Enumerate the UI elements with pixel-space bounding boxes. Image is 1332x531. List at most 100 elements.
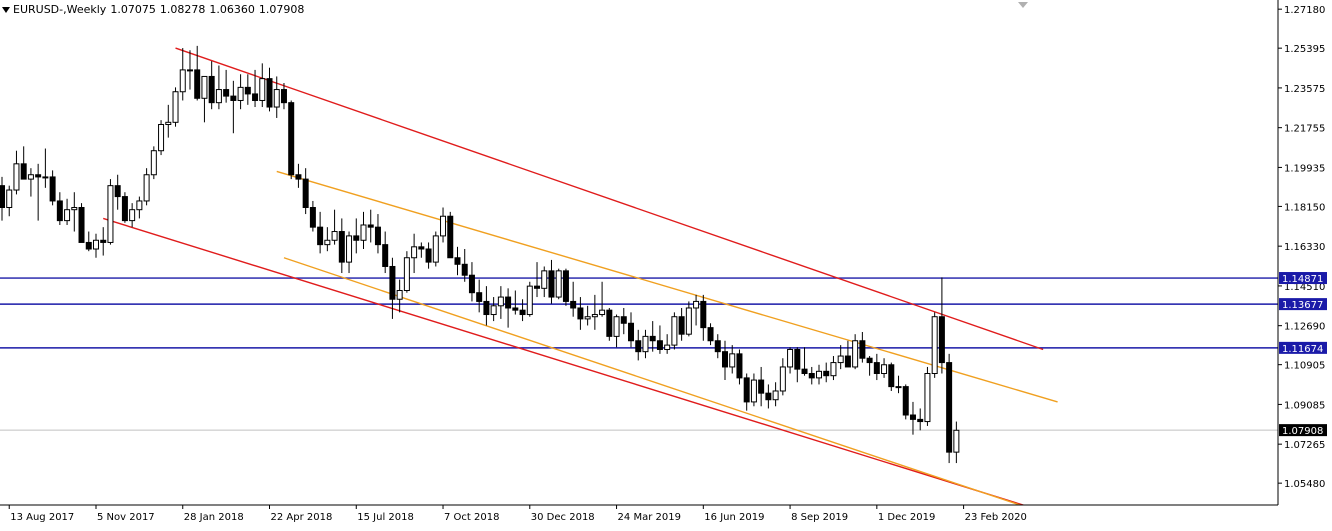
candle-body xyxy=(700,300,707,329)
candle xyxy=(577,297,584,330)
candle xyxy=(606,307,613,341)
candle-body xyxy=(382,244,389,267)
candle xyxy=(873,353,880,381)
candle-body xyxy=(6,189,13,209)
candle xyxy=(902,384,909,420)
candle xyxy=(273,76,280,118)
candle xyxy=(570,281,577,317)
candle-body xyxy=(577,307,584,320)
candle-body xyxy=(685,307,692,335)
candle-body xyxy=(367,224,374,228)
candle xyxy=(505,288,512,328)
candle xyxy=(338,218,345,274)
candle-body xyxy=(678,316,685,335)
time-tick-label: 28 Jan 2018 xyxy=(184,512,244,523)
time-tick-label: 16 Jun 2019 xyxy=(704,512,764,523)
candle xyxy=(440,207,447,243)
candle xyxy=(801,347,808,376)
candle xyxy=(678,307,685,341)
candle-body xyxy=(830,362,837,377)
ohlc-high: 1.08278 xyxy=(159,3,206,16)
candle xyxy=(794,347,801,383)
candle-body xyxy=(237,86,244,101)
symbol-label: EURUSD-,Weekly xyxy=(13,3,107,16)
candle-body xyxy=(758,379,765,394)
candle-body xyxy=(743,377,750,403)
candle xyxy=(92,233,99,258)
candle xyxy=(389,257,396,319)
candle xyxy=(693,294,700,326)
candle-body xyxy=(244,86,251,95)
level-tag-3-bg xyxy=(1279,341,1327,354)
candle xyxy=(599,281,606,317)
candle xyxy=(100,227,107,256)
candle xyxy=(642,329,649,359)
candle xyxy=(129,203,136,228)
candle xyxy=(787,347,794,374)
candle-body xyxy=(331,231,338,241)
dropdown-triangle-icon[interactable] xyxy=(2,7,10,13)
candle xyxy=(331,209,338,245)
candle-body xyxy=(779,366,786,392)
candle-body xyxy=(881,364,888,375)
candle-body xyxy=(599,309,606,316)
candle-body xyxy=(129,209,136,222)
level-tag-2: 1.13677 xyxy=(1282,300,1323,311)
candle-body xyxy=(360,224,367,241)
level-tag-3: 1.11674 xyxy=(1282,344,1323,355)
candle xyxy=(931,312,938,378)
price-tick-label: 1.16330 xyxy=(1284,242,1325,253)
candle xyxy=(194,45,201,101)
candle-body xyxy=(526,285,533,316)
candle-body xyxy=(476,292,483,302)
candle-body xyxy=(519,309,526,316)
trendline-outer-upper xyxy=(175,47,1044,351)
candle xyxy=(924,366,931,426)
candle-body xyxy=(946,362,953,453)
time-tick-label: 15 Jul 2018 xyxy=(357,512,414,523)
candle-body xyxy=(78,207,85,243)
candle-body xyxy=(736,353,743,379)
candle-body xyxy=(729,353,736,368)
candle-body xyxy=(100,239,107,243)
candle xyxy=(317,211,324,254)
candle-body xyxy=(346,235,353,263)
candle-body xyxy=(902,386,909,416)
candle xyxy=(649,321,656,352)
current-price-tag: 1.07908 xyxy=(1282,426,1323,437)
candle xyxy=(729,345,736,374)
candle-body xyxy=(815,370,822,379)
candle-body xyxy=(497,296,504,307)
candle xyxy=(208,61,215,110)
candle xyxy=(418,242,425,258)
time-tick-label: 7 Oct 2018 xyxy=(444,512,499,523)
candle-body xyxy=(931,316,938,375)
candle-body xyxy=(765,392,772,401)
candle-body xyxy=(924,373,931,423)
candle xyxy=(671,312,678,350)
candle-body xyxy=(92,239,99,250)
level-tag-2-bg xyxy=(1279,298,1327,311)
candle xyxy=(237,74,244,110)
candle-body xyxy=(317,226,324,246)
time-tick-label: 5 Nov 2017 xyxy=(97,512,155,523)
candle-body xyxy=(309,207,316,228)
candle-body xyxy=(548,270,555,298)
candle xyxy=(909,401,916,435)
candle-body xyxy=(534,285,541,289)
candle xyxy=(736,349,743,385)
candle-body xyxy=(656,340,663,350)
candle-body xyxy=(186,69,193,72)
candle-body xyxy=(866,357,873,364)
candle xyxy=(743,373,750,411)
chart-header: EURUSD-,Weekly 1.07075 1.08278 1.06360 1.079… xyxy=(2,3,308,16)
candle-body xyxy=(425,248,432,263)
price-tick-label: 1.10905 xyxy=(1284,361,1325,372)
candle-body xyxy=(909,414,916,420)
candle xyxy=(591,294,598,330)
time-tick-label: 13 Aug 2017 xyxy=(10,512,74,523)
candle-body xyxy=(56,200,63,222)
candle xyxy=(534,262,541,298)
